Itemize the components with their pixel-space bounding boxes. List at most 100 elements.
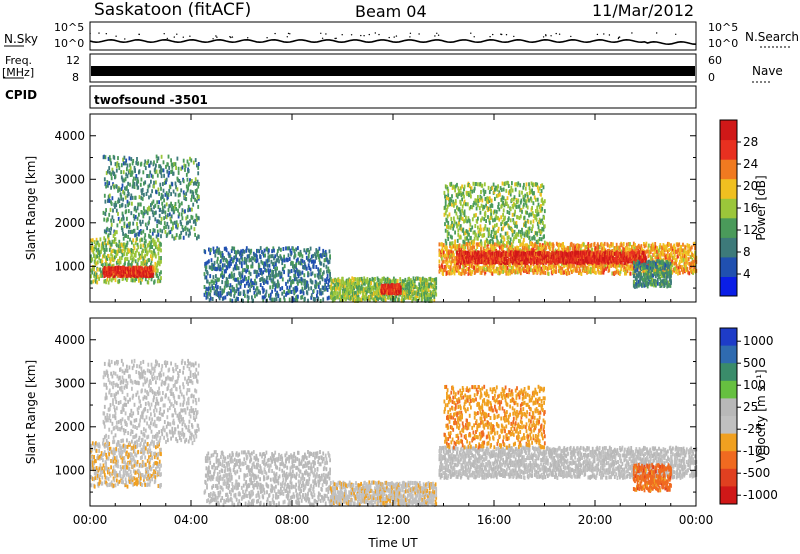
power-panel-cell [328,269,331,274]
power-panel-cell [149,229,152,233]
power-panel-cell [229,254,232,259]
power-panel-cell [288,257,291,261]
power-panel-cell [341,283,344,288]
power-panel-cell [271,297,274,302]
power-panel-cell [384,298,387,303]
power-panel-cell [145,247,148,252]
power-panel-cell [348,294,351,299]
power-panel-cell [266,280,269,285]
power-panel-cell [153,211,156,216]
power-panel-cell [217,291,220,296]
power-panel-cell [126,193,129,198]
power-panel-cell [374,277,376,281]
power-panel-cell [213,249,215,254]
power-panel-cell [264,268,266,273]
power-panel-cell [153,205,155,210]
power-panel-cell [302,278,304,283]
power-panel-cell [220,259,222,264]
power-panel-cell [442,253,444,258]
power-panel-cell [188,181,191,186]
power-panel-cell [168,170,171,175]
power-panel-cell [244,283,246,288]
power-panel-cell [526,260,529,265]
power-panel-cell [528,270,530,275]
power-panel-cell [235,266,237,271]
power-panel-cell [444,247,447,252]
power-panel-cell [134,253,137,258]
power-panel-cell [539,242,542,247]
power-panel-cell [102,263,104,268]
power-panel-cell [114,204,116,209]
power-panel-cell [403,298,405,303]
power-panel-cell [352,292,354,297]
power-panel-cell [121,273,124,278]
power-panel-cell [655,255,658,260]
power-panel-cell [660,245,663,250]
power-panel-cell [270,259,273,264]
power-panel-cell [425,288,428,293]
power-panel-cell [251,295,253,300]
power-panel-cell [126,216,128,221]
power-panel-cell [238,281,241,286]
power-panel-cell [115,208,118,213]
power-panel-cell [383,281,386,286]
power-panel-cell [654,255,657,260]
power-panel-cell [103,177,106,182]
power-panel-cell [468,249,470,254]
power-panel-cell [322,297,325,302]
power-panel-cell [223,273,225,278]
power-panel-cell [134,233,136,238]
power-panel-cell [203,272,206,277]
power-panel-cell [345,297,347,302]
power-panel-cell [403,292,405,297]
power-panel-cell [197,216,200,221]
power-panel-cell [602,266,605,271]
power-panel-cell [305,266,308,271]
power-panel-cell [223,263,226,268]
noise-search-point [363,35,365,37]
power-panel-cell [115,230,118,235]
power-panel-cell [304,278,306,283]
power-panel-cell [303,248,306,253]
power-panel-cell [389,296,392,301]
power-panel-cell [276,249,279,254]
power-panel-cell [141,266,143,271]
power-panel-cell [319,291,321,296]
power-panel-cell [281,277,284,282]
power-panel-cell [260,259,263,264]
power-panel-cell [580,272,583,276]
power-panel-cell [422,295,424,300]
power-panel-cell [265,279,268,284]
power-panel-cell [230,257,233,262]
power-panel-cell [587,266,590,271]
power-panel-cell [206,260,209,265]
power-panel-cell [162,168,165,173]
power-panel-cell [230,261,232,266]
power-panel-cell [586,270,588,275]
power-panel-cell [247,289,249,294]
power-panel-cell [552,269,554,274]
power-panel-cell [174,181,177,186]
power-panel-cell [160,186,162,191]
power-panel-cell [104,155,107,160]
power-panel-cell [106,226,109,231]
power-panel-cell [113,155,116,160]
power-panel-cell [603,268,605,273]
power-panel-cell [532,246,535,251]
power-panel-cell [255,281,258,286]
power-panel-cell [670,267,672,272]
power-panel-cell [461,267,463,272]
power-panel-cell [273,265,275,269]
power-panel-cell [362,294,364,299]
power-panel-cell [352,280,355,285]
power-panel-cell [496,266,499,271]
power-panel-cell [204,267,207,272]
power-panel-cell [152,199,155,204]
power-panel-cell [458,271,461,276]
power-panel-cell [180,212,183,217]
power-panel-cell [167,213,169,218]
power-panel-cell [321,277,324,282]
power-panel-cell [279,287,282,292]
power-panel-cell [473,265,475,270]
power-panel-cell [256,270,259,275]
